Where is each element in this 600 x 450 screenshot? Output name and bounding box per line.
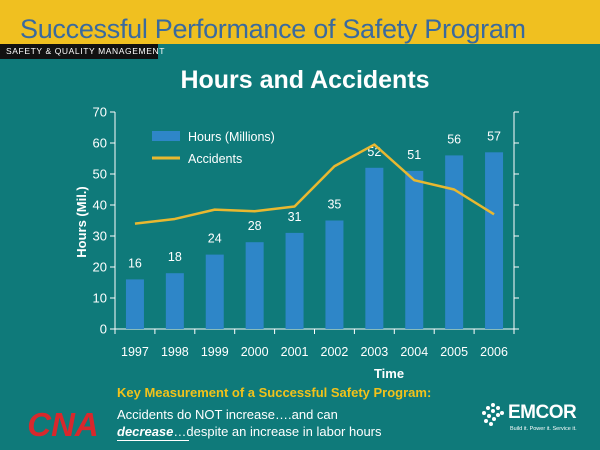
data-label: 18 [168, 250, 182, 264]
emcor-logo-text: EMCOR [508, 402, 577, 423]
bar [445, 155, 464, 329]
bar [125, 279, 144, 329]
x-tick-label: 2004 [400, 345, 428, 359]
bar [285, 232, 304, 329]
chart-title: Hours and Accidents [180, 66, 430, 94]
key-measurement-line1: Accidents do NOT increase….and can [117, 407, 338, 422]
bar [365, 167, 384, 329]
key-measurement-headline: Key Measurement of a Successful Safety P… [117, 385, 432, 400]
key-measurement-line2-rest: …despite an increase in labor hours [173, 424, 382, 439]
x-tick-label: 1999 [201, 345, 229, 359]
x-tick-label: 2005 [440, 345, 468, 359]
key-measurement-line2: decrease…despite an increase in labor ho… [117, 424, 382, 439]
top-band [0, 0, 600, 44]
cna-logo-text: CNA [27, 406, 99, 441]
bar [205, 254, 224, 329]
y-tick-label: 60 [93, 136, 107, 151]
section-tag-text: SAFETY & QUALITY MANAGEMENT [6, 46, 165, 56]
x-tick-label: 1997 [121, 345, 149, 359]
emphasis-decrease: decrease [117, 424, 174, 439]
legend-label-accidents: Accidents [188, 152, 242, 166]
data-label: 24 [208, 232, 222, 246]
data-label: 51 [407, 148, 421, 162]
emcor-logo: EMCOR Build it. Power it. Service it. [478, 398, 588, 444]
y-tick-label: 50 [93, 167, 107, 182]
y-tick-label: 0 [100, 322, 107, 337]
legend-swatch-hours [152, 131, 180, 141]
accidents-line [134, 143, 495, 225]
legend-label-hours: Hours (Millions) [188, 130, 275, 144]
data-label: 56 [447, 132, 461, 146]
emcor-tagline: Build it. Power it. Service it. [510, 426, 577, 432]
decrease-underline [117, 440, 189, 441]
x-tick-label: 2000 [241, 345, 269, 359]
bar [325, 220, 344, 329]
x-tick-label: 2001 [281, 345, 309, 359]
y-tick-label: 70 [93, 105, 107, 120]
data-label: 31 [288, 210, 302, 224]
emcor-mark-icon [482, 403, 504, 426]
bar-series [125, 152, 504, 329]
y-tick-label: 20 [93, 260, 107, 275]
slide-header-title: Successful Performance of Safety Program [20, 14, 526, 44]
bar [245, 242, 264, 329]
x-tick-label: 2002 [321, 345, 349, 359]
chart-legend: Hours (Millions) Accidents [152, 130, 275, 166]
section-tag-bar: SAFETY & QUALITY MANAGEMENT [0, 44, 164, 59]
y-axis-label: Hours (Mil.) [74, 186, 89, 258]
x-axis-label: Time [374, 366, 404, 381]
data-label: 16 [128, 256, 142, 270]
bar [165, 273, 184, 329]
y-tick-label: 40 [93, 198, 107, 213]
y-tick-label: 30 [93, 229, 107, 244]
cna-logo-mark: CNA [27, 406, 99, 443]
x-tick-label: 2006 [480, 345, 508, 359]
data-label: 57 [487, 129, 501, 143]
x-tick-label: 1998 [161, 345, 189, 359]
accidents-line-series [134, 143, 495, 225]
bar [405, 170, 424, 329]
y-tick-label: 10 [93, 291, 107, 306]
x-tick-label: 2003 [360, 345, 388, 359]
data-label: 28 [248, 219, 262, 233]
data-label: 35 [327, 198, 341, 212]
cna-logo: CNA [20, 405, 106, 443]
bar [485, 152, 504, 329]
